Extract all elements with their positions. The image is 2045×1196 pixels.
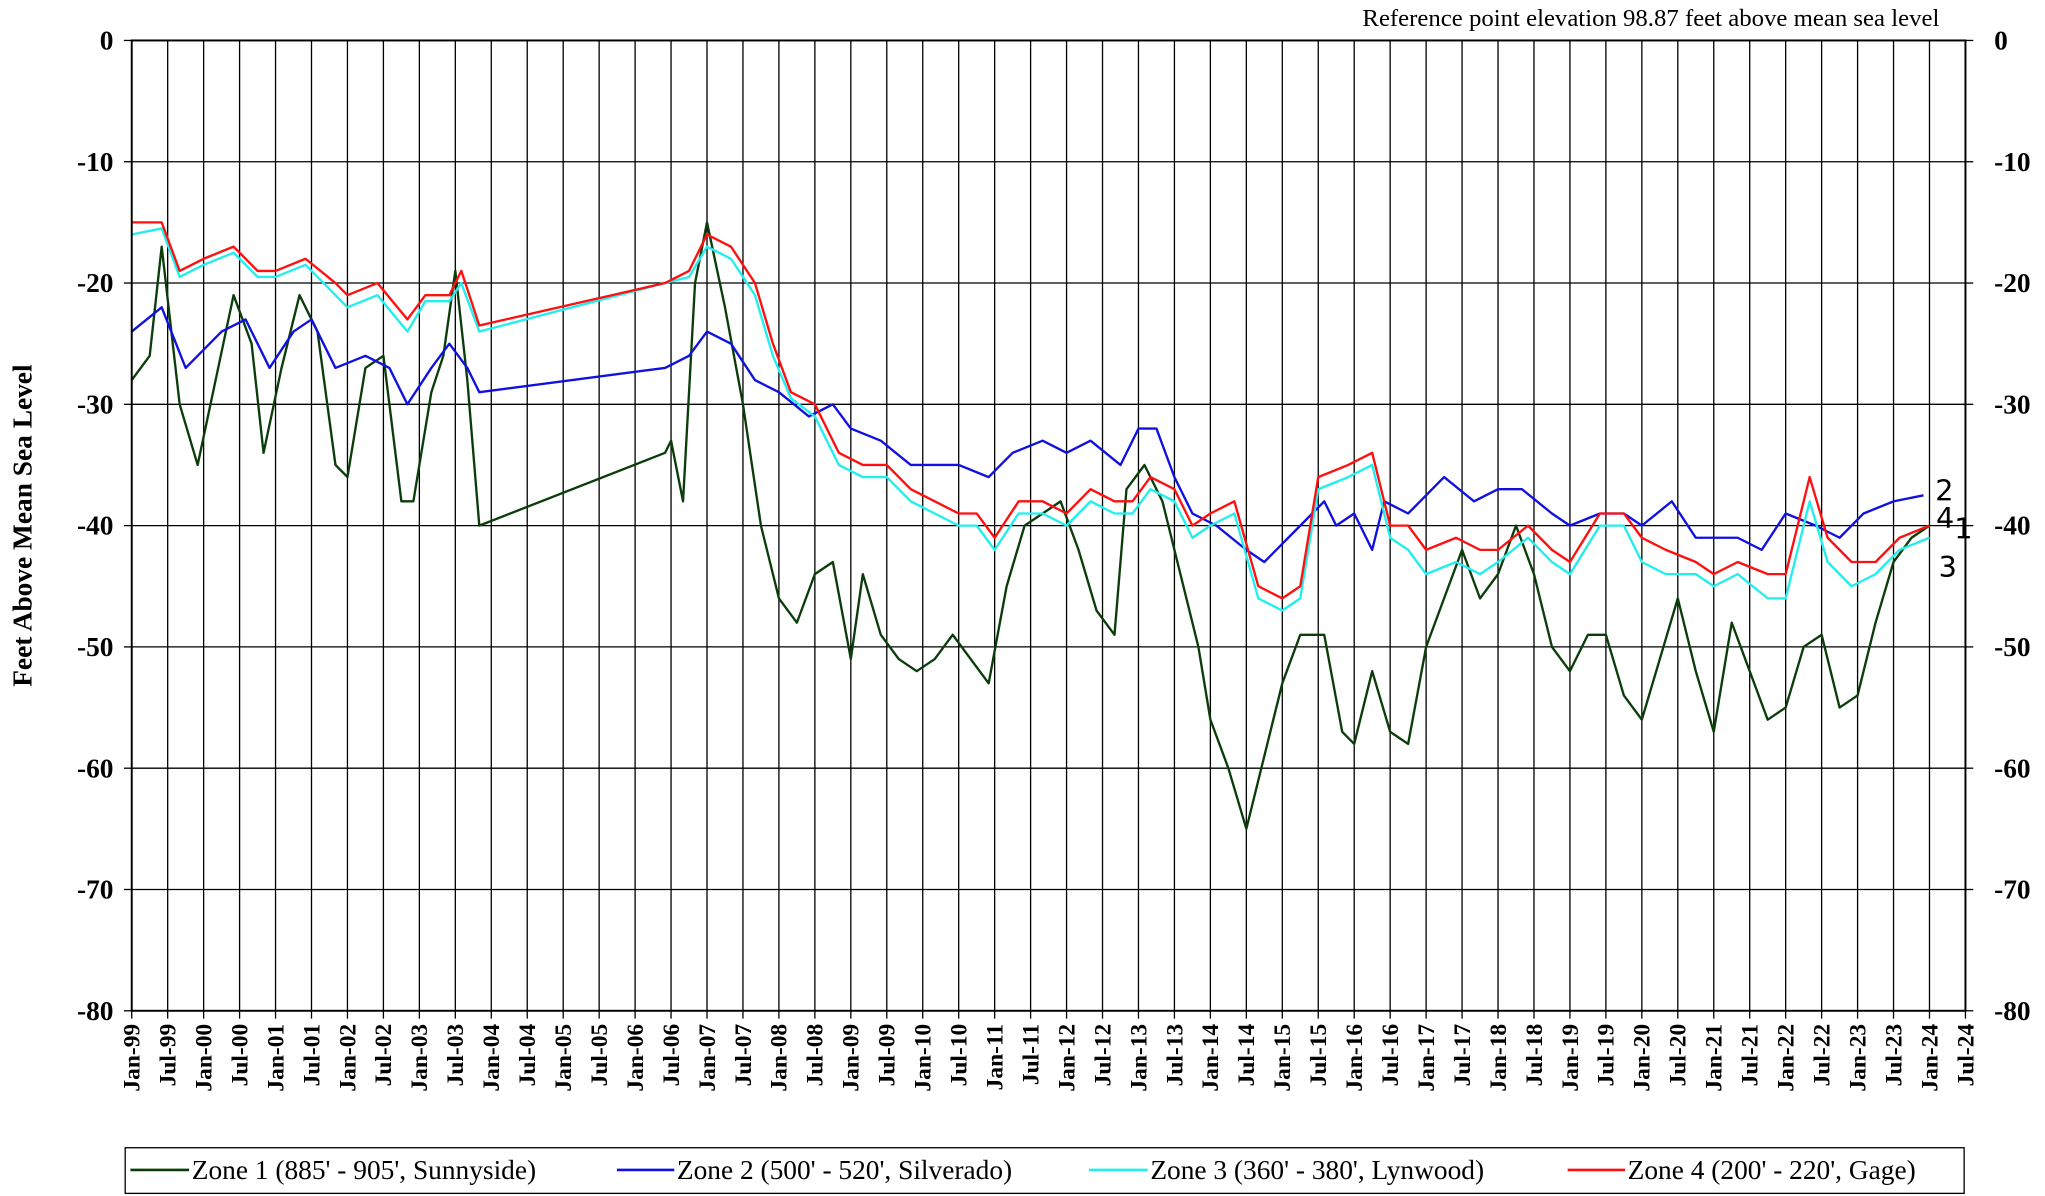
y-tick-label: -50 <box>77 632 114 662</box>
x-tick-label: Jan-20 <box>1630 1024 1656 1092</box>
y-tick-label: -60 <box>77 753 114 783</box>
x-tick-label: Jan-14 <box>1198 1024 1224 1092</box>
y-tick-label: -30 <box>77 389 114 419</box>
series-line <box>131 227 1930 612</box>
x-tick-label: Jul-06 <box>659 1024 685 1087</box>
x-tick-label: Jan-03 <box>407 1024 433 1092</box>
x-tick-label: Jan-09 <box>839 1024 865 1092</box>
x-tick-label: Jul-20 <box>1666 1024 1692 1087</box>
x-tick-label: Jul-01 <box>299 1024 325 1087</box>
y2-tick-label: -20 <box>1994 268 2031 298</box>
y-tick-label: -10 <box>77 147 114 177</box>
x-tick-label: Jan-12 <box>1054 1024 1080 1092</box>
x-tick-label: Jan-06 <box>623 1024 649 1092</box>
y2-tick-label: -40 <box>1994 511 2031 541</box>
y2-tick-label: 0 <box>1994 26 2008 56</box>
x-tick-label: Jul-11 <box>1018 1024 1044 1085</box>
x-tick-label: Jan-00 <box>191 1024 217 1092</box>
annotation: Reference point elevation 98.87 feet abo… <box>1362 5 1939 32</box>
y-tick-label: -20 <box>77 268 114 298</box>
x-tick-label: Jul-09 <box>875 1024 901 1087</box>
legend-label: Zone 3 (360' - 380', Lynwood) <box>1150 1155 1484 1185</box>
x-tick-label: Jul-04 <box>515 1024 541 1087</box>
x-tick-label: Jan-16 <box>1342 1024 1368 1092</box>
x-tick-label: Jan-11 <box>982 1024 1008 1091</box>
x-tick-label: Jul-10 <box>947 1024 973 1087</box>
x-tick-label: Jan-17 <box>1414 1024 1440 1092</box>
x-tick-label: Jan-02 <box>335 1024 361 1092</box>
x-tick-label: Jan-15 <box>1270 1024 1296 1092</box>
line-end-label: 2 <box>1935 474 1953 508</box>
y2-tick-label: -70 <box>1994 875 2031 905</box>
x-tick-label: Jul-18 <box>1522 1024 1548 1087</box>
x-tick-label: Jul-99 <box>156 1024 182 1087</box>
x-tick-label: Jan-05 <box>551 1024 577 1092</box>
line-end-label: 4 <box>1936 501 1954 535</box>
line-end-label: 3 <box>1939 550 1957 584</box>
x-tick-label: Jul-21 <box>1738 1024 1764 1087</box>
y2-tick-label: -50 <box>1994 632 2031 662</box>
x-tick-label: Jul-05 <box>587 1024 613 1087</box>
legend-label: Zone 4 (200' - 220', Gage) <box>1628 1155 1916 1185</box>
x-tick-label: Jul-12 <box>1090 1024 1116 1087</box>
x-tick-label: Jan-23 <box>1845 1024 1871 1092</box>
y-tick-label: -40 <box>77 511 114 541</box>
y-tick-label: -70 <box>77 875 114 905</box>
y-axis-label: Feet Above Mean Sea Level <box>7 364 37 687</box>
y-tick-label: -80 <box>77 996 114 1026</box>
x-tick-label: Jan-04 <box>479 1024 505 1092</box>
legend-label: Zone 1 (885' - 905', Sunnyside) <box>192 1155 536 1185</box>
y-tick-label: 0 <box>100 26 114 56</box>
y2-tick-label: -10 <box>1994 147 2031 177</box>
plot-frame <box>130 39 1967 1012</box>
y2-tick-label: -60 <box>1994 753 2031 783</box>
legend-label: Zone 2 (500' - 520', Silverado) <box>677 1155 1012 1185</box>
series-line <box>130 221 1931 831</box>
x-tick-label: Jul-13 <box>1162 1024 1188 1087</box>
x-tick-label: Jan-24 <box>1917 1024 1943 1092</box>
x-tick-label: Jul-22 <box>1809 1024 1835 1087</box>
legend-box <box>124 1147 1965 1195</box>
x-tick-label: Jan-99 <box>120 1024 146 1092</box>
x-tick-label: Jan-19 <box>1558 1024 1584 1092</box>
line-end-label: 1 <box>1954 512 1972 546</box>
x-tick-label: Jul-14 <box>1234 1024 1260 1087</box>
series-line <box>131 221 1930 600</box>
x-tick-label: Jan-21 <box>1702 1024 1728 1092</box>
lines <box>130 221 1931 831</box>
x-tick-label: Jan-08 <box>767 1024 793 1092</box>
x-tick-label: Jul-15 <box>1306 1024 1332 1087</box>
x-tick-label: Jul-23 <box>1881 1024 1907 1087</box>
x-tick-label: Jul-24 <box>1953 1024 1979 1087</box>
x-tick-label: Jul-16 <box>1378 1024 1404 1087</box>
x-tick-label: Jul-02 <box>371 1024 397 1087</box>
legend: Zone 1 (885' - 905', Sunnyside) Zone 2 (5… <box>130 1155 1916 1185</box>
x-tick-label: Jan-01 <box>263 1024 289 1092</box>
x-tick-label: Jul-07 <box>731 1024 757 1087</box>
x-tick-label: Jan-22 <box>1773 1024 1799 1092</box>
grid <box>123 39 1974 1019</box>
x-tick-label: Jan-07 <box>695 1024 721 1092</box>
x-tick-label: Jan-10 <box>911 1024 937 1092</box>
y2-tick-label: -80 <box>1994 996 2031 1026</box>
x-tick-label: Jul-03 <box>443 1024 469 1087</box>
y2-tick-label: -30 <box>1994 389 2031 419</box>
x-tick-label: Jul-19 <box>1594 1024 1620 1087</box>
x-tick-label: Jul-17 <box>1450 1024 1476 1087</box>
x-tick-label: Jul-08 <box>803 1024 829 1087</box>
x-tick-label: Jan-13 <box>1126 1024 1152 1092</box>
x-tick-label: Jul-00 <box>227 1024 253 1087</box>
series-line <box>130 306 1924 564</box>
x-tick-label: Jan-18 <box>1486 1024 1512 1092</box>
